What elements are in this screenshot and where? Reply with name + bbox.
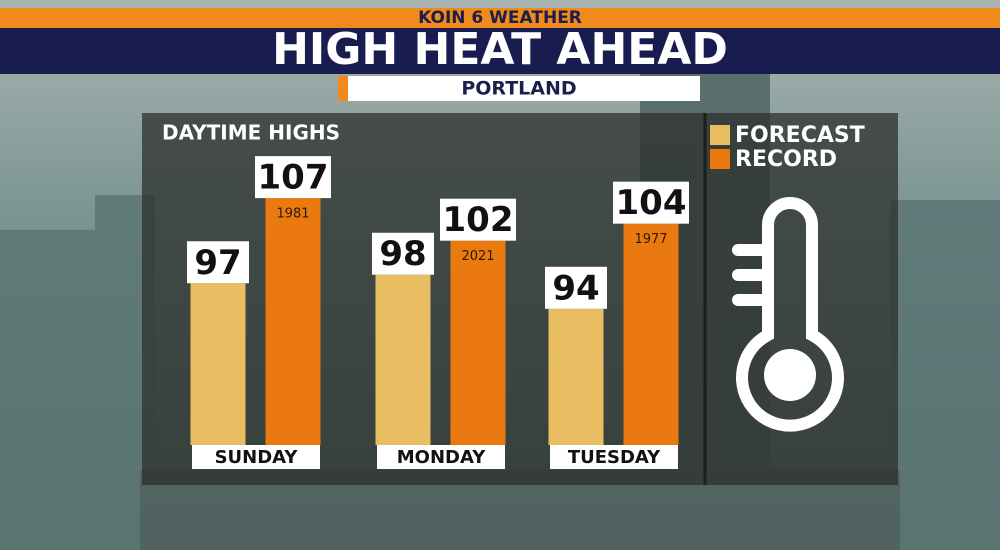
title: HIGH HEAT AHEAD xyxy=(272,24,728,75)
record-year: 1981 xyxy=(276,207,309,222)
brand-bar xyxy=(0,8,1000,28)
chart-title: DAYTIME HIGHS xyxy=(162,121,340,145)
value-label: 104 xyxy=(616,183,687,223)
value-label-box xyxy=(372,232,434,275)
bar xyxy=(265,198,321,445)
title-bar xyxy=(0,28,1000,74)
bar xyxy=(375,274,431,445)
category-label: TUESDAY xyxy=(568,447,661,468)
record-year: 2021 xyxy=(461,249,494,264)
bar xyxy=(190,283,246,445)
value-label: 97 xyxy=(194,243,241,283)
category-label: SUNDAY xyxy=(215,447,299,468)
subtitle: PORTLAND xyxy=(461,78,576,100)
record-year: 1977 xyxy=(634,232,667,247)
value-label-box xyxy=(255,156,331,199)
value-label-box xyxy=(613,181,689,224)
bar xyxy=(623,223,679,445)
subtitle-box xyxy=(338,76,700,101)
category-box xyxy=(377,445,505,469)
value-label-box xyxy=(545,266,607,309)
legend-swatch xyxy=(710,125,730,145)
value-label: 102 xyxy=(443,200,514,240)
legend-label: RECORD xyxy=(735,147,837,172)
legend-swatch xyxy=(710,149,730,169)
subtitle-accent xyxy=(338,76,348,101)
category-box xyxy=(550,445,678,469)
thermometer-icon xyxy=(732,197,844,432)
value-label: 107 xyxy=(258,158,329,198)
category-box xyxy=(192,445,320,469)
value-label-box xyxy=(187,241,249,284)
legend-label: FORECAST xyxy=(735,123,865,148)
bar xyxy=(450,240,506,445)
thermometer-bulb xyxy=(764,349,816,401)
value-label-box xyxy=(440,198,516,241)
category-label: MONDAY xyxy=(397,447,486,468)
value-label: 98 xyxy=(379,234,426,274)
value-label: 94 xyxy=(552,268,599,308)
bar xyxy=(548,308,604,445)
brand: KOIN 6 WEATHER xyxy=(418,8,582,28)
